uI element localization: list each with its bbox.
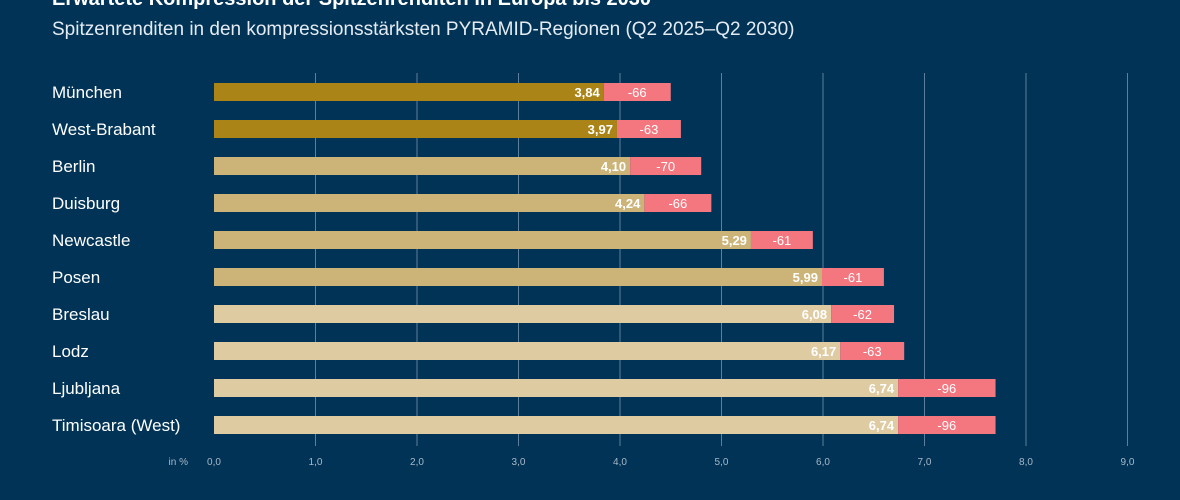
bar-value-label: 4,24 xyxy=(615,196,641,211)
category-label: Berlin xyxy=(52,157,95,176)
compression-segment xyxy=(898,379,996,397)
compression-segment xyxy=(840,342,905,360)
bar xyxy=(214,305,832,323)
bar xyxy=(214,268,822,286)
bar-value-label: 4,10 xyxy=(601,159,626,174)
axis-unit-label: in % xyxy=(169,457,189,468)
category-label: Breslau xyxy=(52,305,110,324)
bar xyxy=(214,194,645,212)
category-label: Duisburg xyxy=(52,194,120,213)
compression-label: -96 xyxy=(937,381,956,396)
category-label: München xyxy=(52,83,122,102)
x-tick-label: 3,0 xyxy=(512,457,526,468)
compression-label: -61 xyxy=(844,270,863,285)
chart-title: Erwartete Kompression der Spitzenrendite… xyxy=(52,0,651,11)
x-tick-label: 9,0 xyxy=(1121,457,1135,468)
bar-value-label: 6,74 xyxy=(869,381,895,396)
bar-value-label: 6,74 xyxy=(869,418,895,433)
compression-label: -63 xyxy=(640,122,659,137)
chart-subtitle: Spitzenrenditen in den kompressionsstärk… xyxy=(52,19,795,40)
x-tick-label: 0,0 xyxy=(207,457,221,468)
category-label: Posen xyxy=(52,268,100,287)
compression-label: -61 xyxy=(772,233,791,248)
bar-value-label: 3,97 xyxy=(588,122,613,137)
compression-segment xyxy=(898,416,996,434)
x-tick-label: 4,0 xyxy=(613,457,627,468)
bar-value-label: 5,99 xyxy=(793,270,818,285)
bar-value-label: 3,84 xyxy=(574,85,600,100)
bar xyxy=(214,379,899,397)
category-label: Lodz xyxy=(52,342,89,361)
bar xyxy=(214,416,899,434)
compression-label: -66 xyxy=(628,85,647,100)
x-tick-label: 8,0 xyxy=(1019,457,1033,468)
compression-segment xyxy=(821,268,884,286)
bar xyxy=(214,157,631,175)
compression-label: -62 xyxy=(853,307,872,322)
category-label: West-Brabant xyxy=(52,120,156,139)
bar-value-label: 6,08 xyxy=(802,307,827,322)
bar xyxy=(214,231,751,249)
compression-label: -63 xyxy=(863,344,882,359)
compression-label: -66 xyxy=(668,196,687,211)
compression-segment xyxy=(831,305,895,323)
bar xyxy=(214,342,841,360)
compression-segment xyxy=(603,83,671,101)
compression-label: -96 xyxy=(937,418,956,433)
category-label: Ljubljana xyxy=(52,379,121,398)
category-label: Newcastle xyxy=(52,231,130,250)
x-tick-label: 2,0 xyxy=(410,457,424,468)
bar xyxy=(214,120,617,138)
x-tick-label: 5,0 xyxy=(715,457,729,468)
compression-segment xyxy=(644,194,712,212)
x-tick-label: 1,0 xyxy=(309,457,323,468)
bar-value-label: 6,17 xyxy=(811,344,836,359)
bar-value-label: 5,29 xyxy=(722,233,747,248)
x-tick-label: 6,0 xyxy=(816,457,830,468)
compression-segment xyxy=(616,120,681,138)
x-tick-label: 7,0 xyxy=(918,457,932,468)
compression-label: -70 xyxy=(656,159,675,174)
bar xyxy=(214,83,604,101)
category-label: Timisoara (West) xyxy=(52,416,180,435)
compression-segment xyxy=(630,157,702,175)
compression-segment xyxy=(750,231,813,249)
